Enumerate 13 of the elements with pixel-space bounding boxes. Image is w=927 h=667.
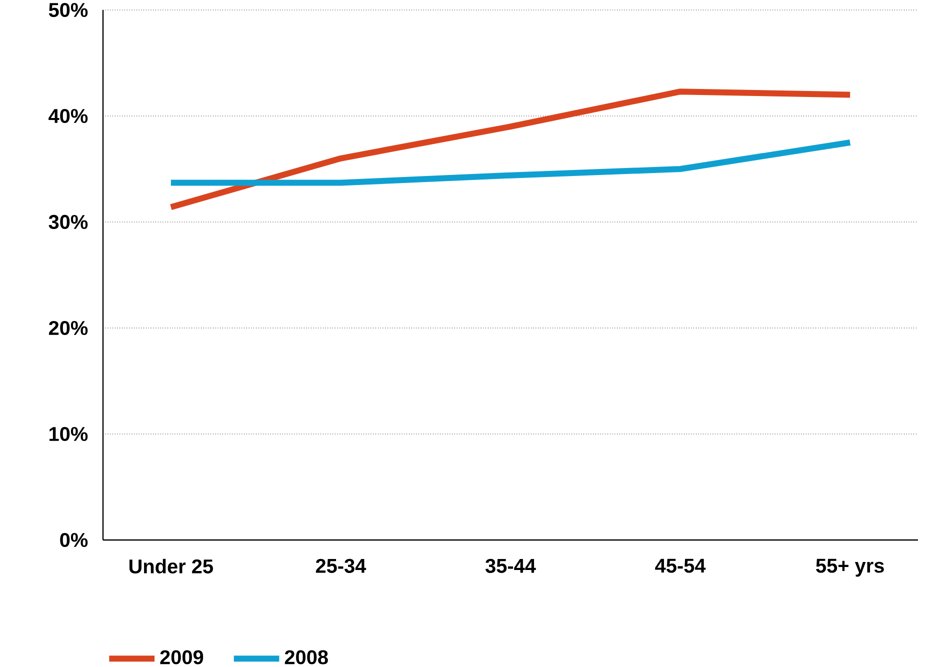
x-tick-label: 45-54 [655,558,706,573]
y-tick-label: 30% [48,214,88,230]
x-tick-label: 55+ yrs [816,558,884,577]
y-tick-label: 10% [50,426,88,442]
legend-label: 2008 [284,650,328,664]
y-tick-label: 50% [48,2,88,18]
x-tick-label: 35-44 [485,558,536,573]
x-tick-label: Under 25 [129,558,213,574]
y-tick-label: 0% [60,532,88,548]
y-tick-label: 20% [48,320,88,336]
y-tick-label: 40% [48,108,88,124]
legend-label: 2009 [160,650,204,664]
x-tick-label: 25-34 [316,558,366,573]
